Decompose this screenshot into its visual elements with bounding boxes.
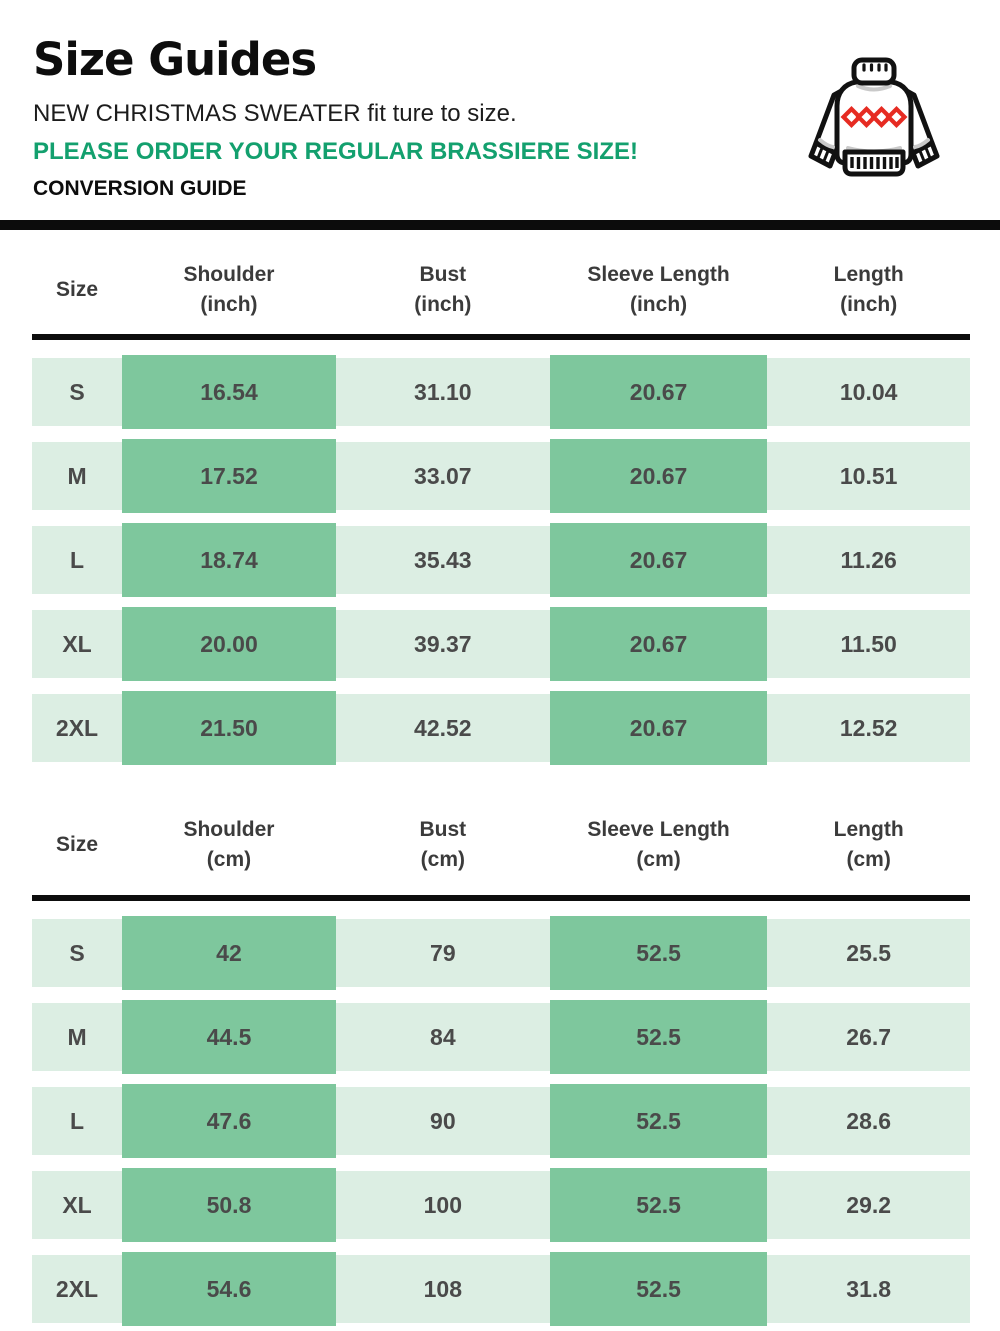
size-label-cell: M bbox=[32, 442, 123, 511]
table-row-2xl: 2XL 54.6 108 52.5 31.8 bbox=[32, 1252, 970, 1327]
measurement-cell: 39.37 bbox=[335, 610, 550, 679]
size-tables: Size Shoulder (inch) Bust (inch) Sleeve Lengt… bbox=[32, 230, 970, 1327]
measurement-cell: 50.8 bbox=[122, 1168, 336, 1243]
measurement-cell: 20.67 bbox=[549, 523, 768, 598]
table-body-cm: S 42 79 52.5 25.5 M 44.5 84 52.5 26.7 L 47.6 90 52.5 2… bbox=[32, 916, 970, 1327]
header-underline bbox=[32, 334, 970, 341]
measurement-cell: 12.52 bbox=[767, 694, 970, 763]
column-header-size: Size bbox=[56, 833, 99, 857]
measurement-cell: 10.51 bbox=[767, 442, 970, 511]
table-row-m: M 17.52 33.07 20.67 10.51 bbox=[32, 439, 970, 514]
size-label-cell: L bbox=[32, 1087, 123, 1156]
table-body-inch: S 16.54 31.10 20.67 10.04 M 17.52 33.07 20.67 10.… bbox=[32, 355, 970, 766]
column-header-bust: Bust (cm) bbox=[419, 818, 467, 871]
measurement-cell: 11.26 bbox=[767, 526, 970, 595]
measurement-cell: 20.67 bbox=[549, 607, 768, 682]
measurement-cell: 18.74 bbox=[122, 523, 336, 598]
size-label-cell: XL bbox=[32, 610, 123, 679]
table-header-row-inch: Size Shoulder (inch) Bust (inch) Sleeve Lengt… bbox=[32, 230, 970, 319]
measurement-cell: 52.5 bbox=[549, 916, 768, 991]
measurement-cell: 52.5 bbox=[549, 1000, 768, 1075]
fit-subtitle: NEW CHRISTMAS SWEATER fit ture to size. bbox=[33, 100, 517, 128]
column-header-sleeve-length: Sleeve Length (cm) bbox=[587, 818, 730, 871]
christmas-sweater-icon bbox=[808, 57, 940, 177]
size-label-cell: 2XL bbox=[32, 1255, 123, 1324]
column-header-length: Length (cm) bbox=[833, 818, 904, 871]
column-header-bust: Bust (inch) bbox=[414, 263, 472, 316]
measurement-cell: 42.52 bbox=[335, 694, 550, 763]
measurement-cell: 26.7 bbox=[767, 1003, 970, 1072]
measurement-cell: 79 bbox=[335, 919, 550, 988]
measurement-cell: 21.50 bbox=[122, 691, 336, 766]
measurement-cell: 20.67 bbox=[549, 691, 768, 766]
order-notice: PLEASE ORDER YOUR REGULAR BRASSIERE SIZE… bbox=[33, 138, 638, 166]
measurement-cell: 33.07 bbox=[335, 442, 550, 511]
table-row-s: S 42 79 52.5 25.5 bbox=[32, 916, 970, 991]
column-header-length: Length (inch) bbox=[833, 263, 904, 316]
conversion-guide-heading: CONVERSION GUIDE bbox=[33, 177, 247, 201]
page-title: Size Guides bbox=[33, 33, 317, 86]
measurement-cell: 10.04 bbox=[767, 358, 970, 427]
measurement-cell: 52.5 bbox=[549, 1084, 768, 1159]
column-header-shoulder: Shoulder (cm) bbox=[183, 818, 275, 871]
measurement-cell: 44.5 bbox=[122, 1000, 336, 1075]
table-header-row-cm: Size Shoulder (cm) Bust (cm) Sleeve Length (cm… bbox=[32, 775, 970, 874]
measurement-cell: 31.10 bbox=[335, 358, 550, 427]
measurement-cell: 28.6 bbox=[767, 1087, 970, 1156]
size-table-inch: Size Shoulder (inch) Bust (inch) Sleeve Lengt… bbox=[32, 230, 970, 766]
diamond-pattern bbox=[840, 106, 908, 128]
measurement-cell: 42 bbox=[122, 916, 336, 991]
measurement-cell: 20.67 bbox=[549, 439, 768, 514]
measurement-cell: 108 bbox=[335, 1255, 550, 1324]
table-row-l: L 18.74 35.43 20.67 11.26 bbox=[32, 523, 970, 598]
measurement-cell: 54.6 bbox=[122, 1252, 336, 1327]
measurement-cell: 47.6 bbox=[122, 1084, 336, 1159]
header-underline bbox=[32, 895, 970, 902]
measurement-cell: 90 bbox=[335, 1087, 550, 1156]
size-label-cell: 2XL bbox=[32, 694, 123, 763]
measurement-cell: 20.00 bbox=[122, 607, 336, 682]
measurement-cell: 11.50 bbox=[767, 610, 970, 679]
measurement-cell: 16.54 bbox=[122, 355, 336, 430]
column-header-size: Size bbox=[56, 278, 99, 302]
measurement-cell: 25.5 bbox=[767, 919, 970, 988]
size-label-cell: XL bbox=[32, 1171, 123, 1240]
measurement-cell: 100 bbox=[335, 1171, 550, 1240]
page-header: Size Guides NEW CHRISTMAS SWEATER fit tu… bbox=[0, 0, 1000, 199]
measurement-cell: 29.2 bbox=[767, 1171, 970, 1240]
measurement-cell: 17.52 bbox=[122, 439, 336, 514]
table-row-s: S 16.54 31.10 20.67 10.04 bbox=[32, 355, 970, 430]
measurement-cell: 20.67 bbox=[549, 355, 768, 430]
column-header-shoulder: Shoulder (inch) bbox=[183, 263, 275, 316]
column-header-sleeve-length: Sleeve Length (inch) bbox=[587, 263, 730, 316]
measurement-cell: 35.43 bbox=[335, 526, 550, 595]
size-label-cell: S bbox=[32, 358, 123, 427]
table-row-2xl: 2XL 21.50 42.52 20.67 12.52 bbox=[32, 691, 970, 766]
size-label-cell: M bbox=[32, 1003, 123, 1072]
size-table-cm: Size Shoulder (cm) Bust (cm) Sleeve Length (cm… bbox=[32, 775, 970, 1327]
section-divider bbox=[0, 220, 1000, 231]
measurement-cell: 52.5 bbox=[549, 1168, 768, 1243]
table-row-m: M 44.5 84 52.5 26.7 bbox=[32, 1000, 970, 1075]
size-label-cell: L bbox=[32, 526, 123, 595]
measurement-cell: 84 bbox=[335, 1003, 550, 1072]
table-row-xl: XL 20.00 39.37 20.67 11.50 bbox=[32, 607, 970, 682]
measurement-cell: 52.5 bbox=[549, 1252, 768, 1327]
table-row-l: L 47.6 90 52.5 28.6 bbox=[32, 1084, 970, 1159]
measurement-cell: 31.8 bbox=[767, 1255, 970, 1324]
size-label-cell: S bbox=[32, 919, 123, 988]
table-row-xl: XL 50.8 100 52.5 29.2 bbox=[32, 1168, 970, 1243]
